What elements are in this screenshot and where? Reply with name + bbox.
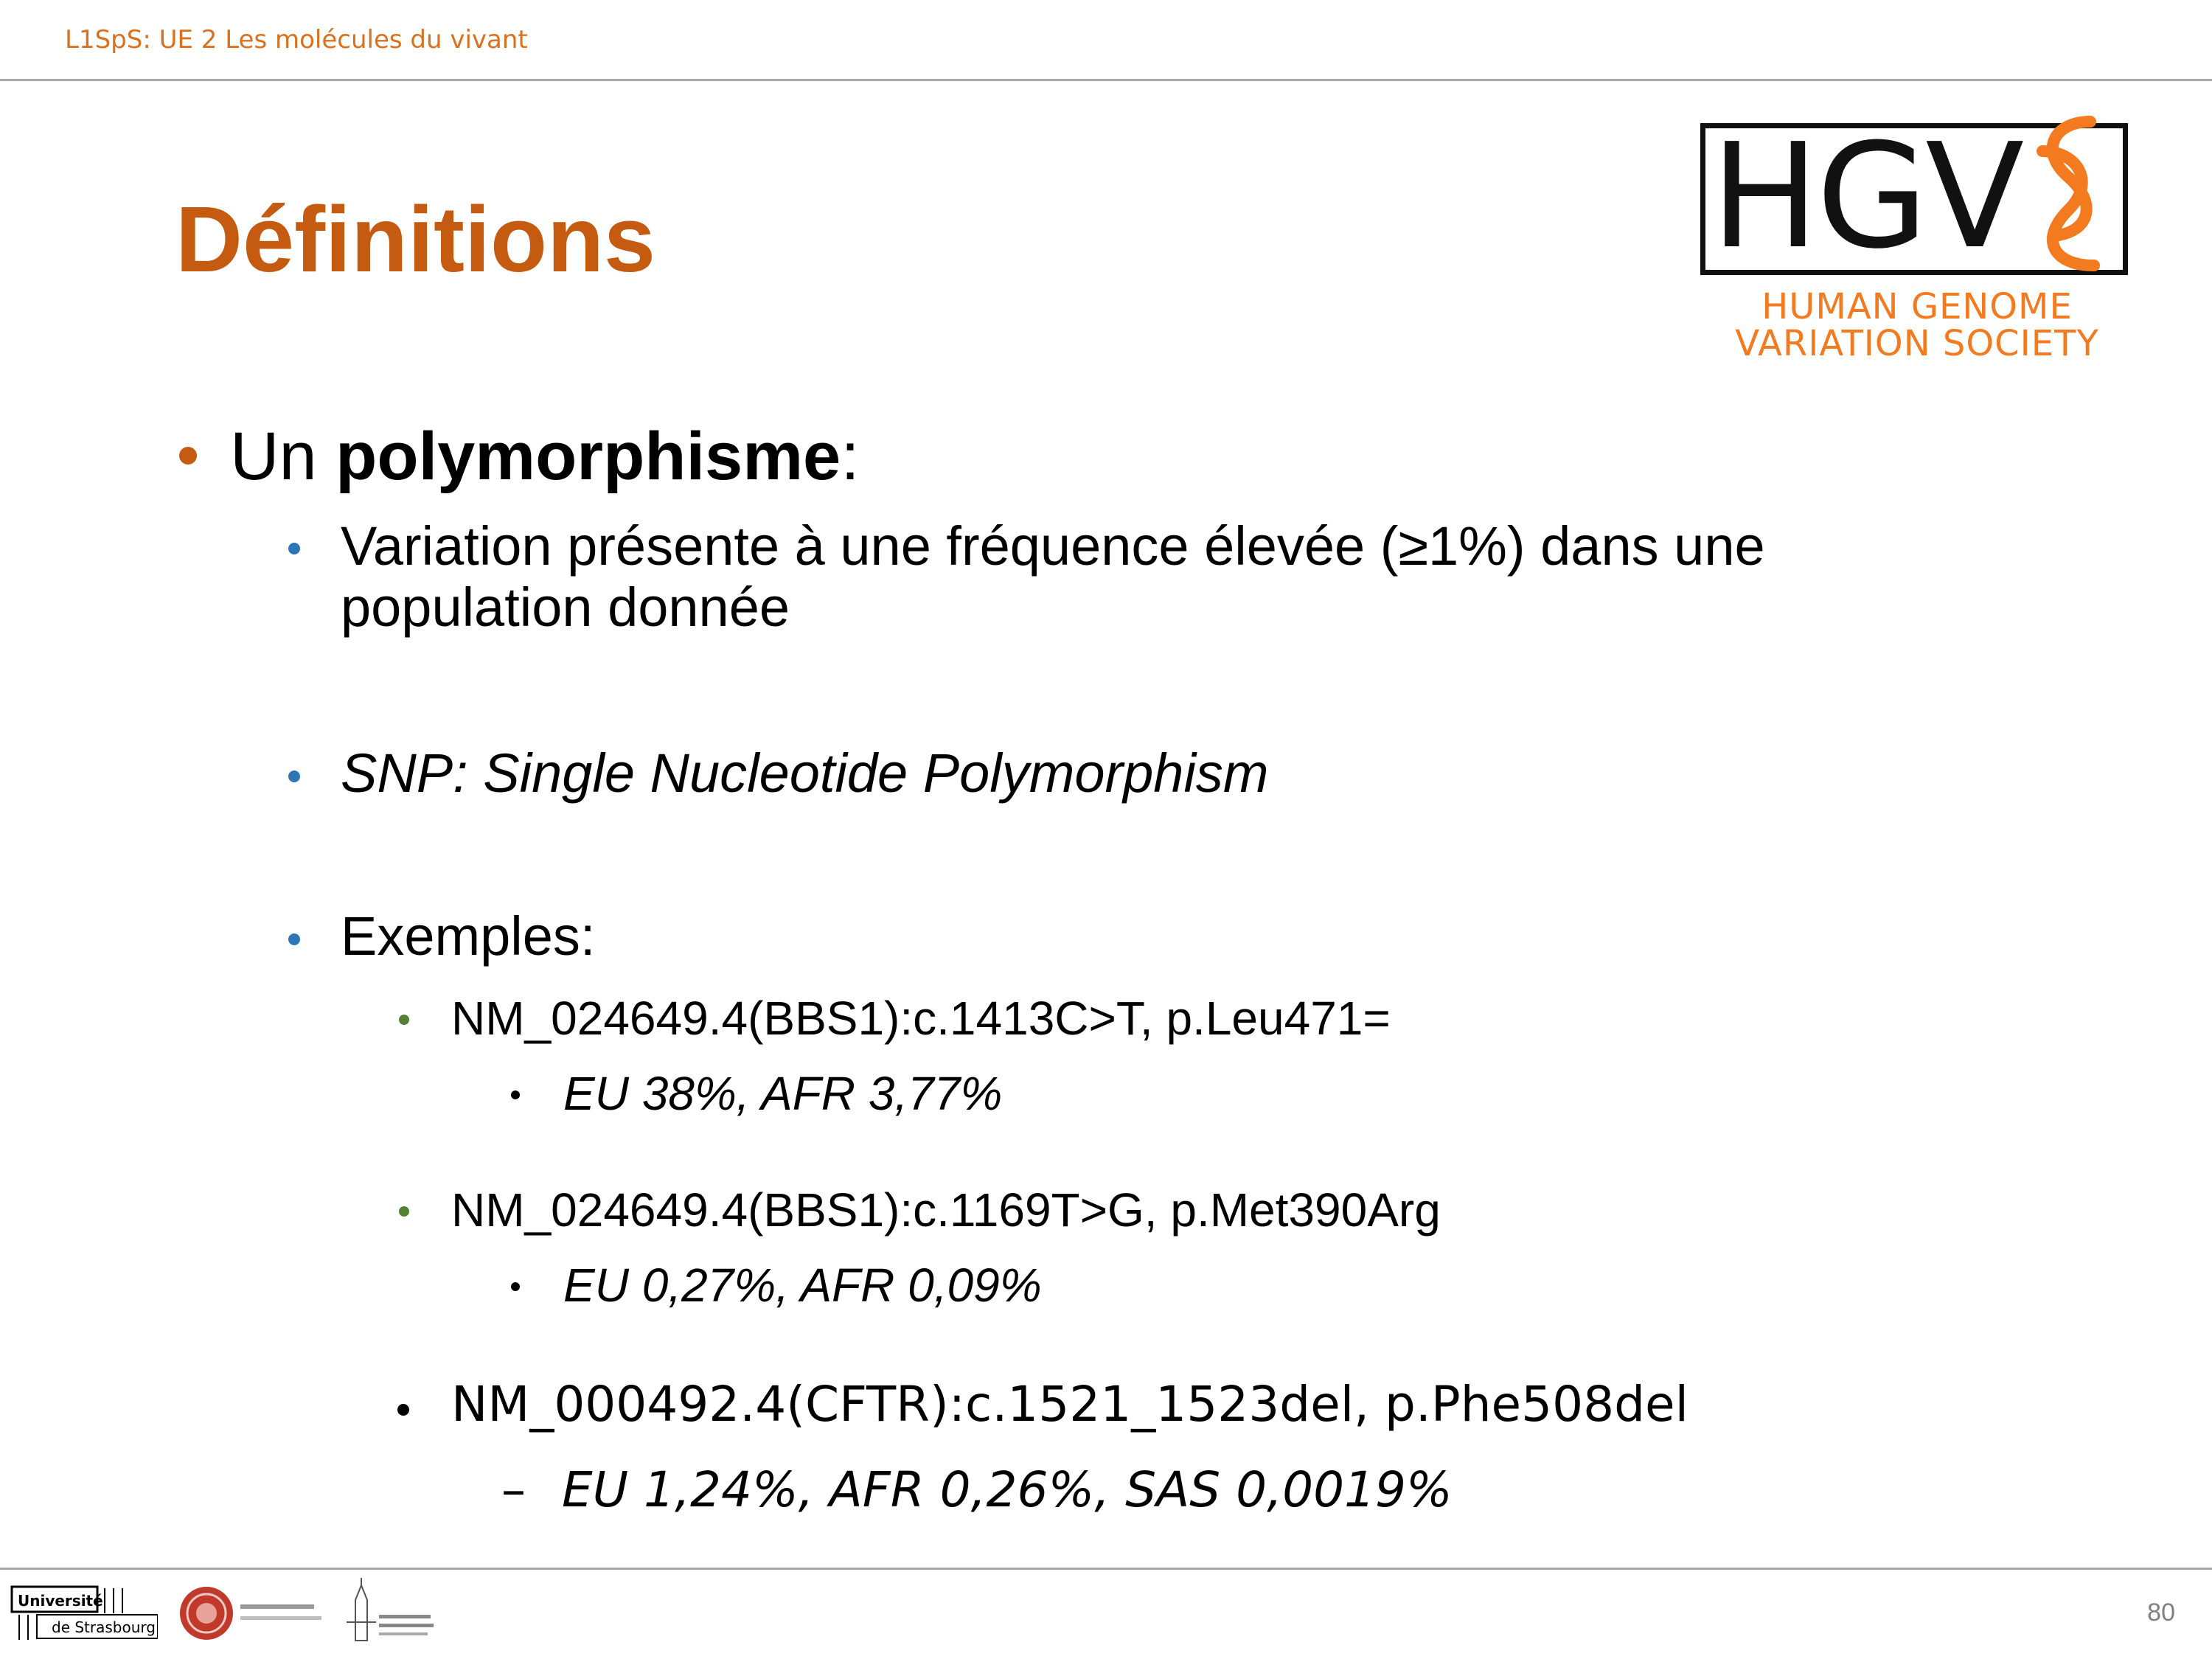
- bullet-l3-ex3: [397, 1404, 409, 1416]
- hgvs-logo-box: [1700, 123, 2128, 275]
- header-divider: [0, 79, 2212, 81]
- example1-frequency: EU 38%, AFR 3,77%: [563, 1067, 1003, 1120]
- slide-title: Définitions: [175, 187, 655, 291]
- footer-divider: [0, 1568, 2212, 1570]
- polymorphisme-prefix: Un: [230, 419, 336, 494]
- bullet-l1: [179, 447, 197, 465]
- hopitaux-universitaires-logo: [347, 1578, 434, 1641]
- polymorphisme-term: polymorphisme: [335, 419, 841, 494]
- bullet-l2-examples: [288, 933, 300, 945]
- example2-frequency: EU 0,27%, AFR 0,09%: [563, 1259, 1042, 1312]
- hgvs-logo-dna-s-icon: [2037, 116, 2100, 271]
- example2-variant: NM_024649.4(BBS1):c.1169T>G, p.Met390Arg: [451, 1183, 1441, 1237]
- examples-heading: Exemples:: [341, 905, 596, 967]
- bullet-l3-ex1: [399, 1015, 409, 1025]
- hgvs-logo-line1: HUMAN GENOME: [1761, 286, 2073, 327]
- course-header: L1SpS: UE 2 Les molécules du vivant: [65, 25, 528, 55]
- hgvs-logo-line2: VARIATION SOCIETY: [1735, 323, 2099, 364]
- example3-frequency: EU 1,24%, AFR 0,26%, SAS 0,0019%: [562, 1461, 1453, 1518]
- definition-text: Variation présente à une fréquence élevé…: [341, 515, 1765, 639]
- svg-text:Université: Université: [18, 1592, 103, 1610]
- bullet-l4-ex1: [511, 1091, 520, 1099]
- definition-line2: population donnée: [341, 576, 790, 638]
- universite-strasbourg-logo: Université de Strasbourg: [10, 1585, 158, 1640]
- hgvs-logo: HGV HUMAN GENOME VARIATION SOCIETY: [1696, 114, 2138, 365]
- bullet-l4-ex2: [511, 1282, 520, 1291]
- faculte-medecine-logo: [180, 1587, 321, 1640]
- page-number: 80: [2147, 1599, 2175, 1627]
- bullet-l3-ex2: [399, 1206, 409, 1217]
- bullet-l2-definition: [288, 543, 300, 554]
- snp-text: SNP: Single Nucleotide Polymorphism: [341, 742, 1269, 804]
- polymorphisme-colon: :: [841, 419, 860, 494]
- bullet-polymorphisme: Un polymorphisme:: [230, 419, 860, 495]
- svg-text:de Strasbourg: de Strasbourg: [52, 1618, 156, 1636]
- example3-variant: NM_000492.4(CFTR):c.1521_1523del, p.Phe5…: [451, 1376, 1688, 1433]
- bullet-l2-snp: [288, 771, 300, 782]
- example1-variant: NM_024649.4(BBS1):c.1413C>T, p.Leu471=: [451, 992, 1391, 1045]
- definition-line1: Variation présente à une fréquence élevé…: [341, 515, 1765, 577]
- hgvs-logo-letters: HGV: [1711, 113, 2024, 281]
- example3-dash: –: [501, 1461, 526, 1518]
